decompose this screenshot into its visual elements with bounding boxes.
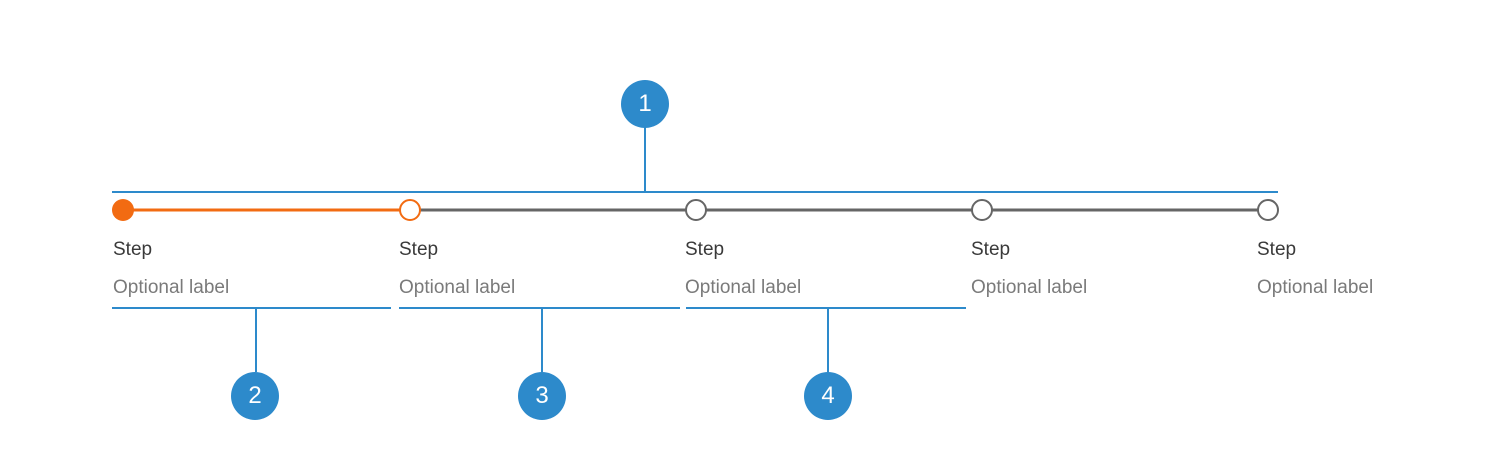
step-optional-label: Optional label — [1257, 277, 1374, 298]
step-node-upcoming[interactable] — [971, 199, 993, 221]
step-node-upcoming[interactable] — [685, 199, 707, 221]
step-optional-label: Optional label — [399, 277, 516, 298]
step-title: Step — [685, 239, 725, 260]
callout-badge-2: 2 — [231, 372, 279, 420]
callout-badge-3: 3 — [518, 372, 566, 420]
callout-badge-4: 4 — [804, 372, 852, 420]
step-optional-label: Optional label — [685, 277, 802, 298]
step-title: Step — [1257, 239, 1297, 260]
step-node-completed[interactable] — [112, 199, 134, 221]
step-title: Step — [971, 239, 1011, 260]
step-optional-label: Optional label — [971, 277, 1088, 298]
callout-badge-1: 1 — [621, 80, 669, 128]
step-optional-label: Optional label — [113, 277, 230, 298]
step-node-current[interactable] — [399, 199, 421, 221]
step-node-upcoming[interactable] — [1257, 199, 1279, 221]
step-title: Step — [113, 239, 153, 260]
step-title: Step — [399, 239, 439, 260]
